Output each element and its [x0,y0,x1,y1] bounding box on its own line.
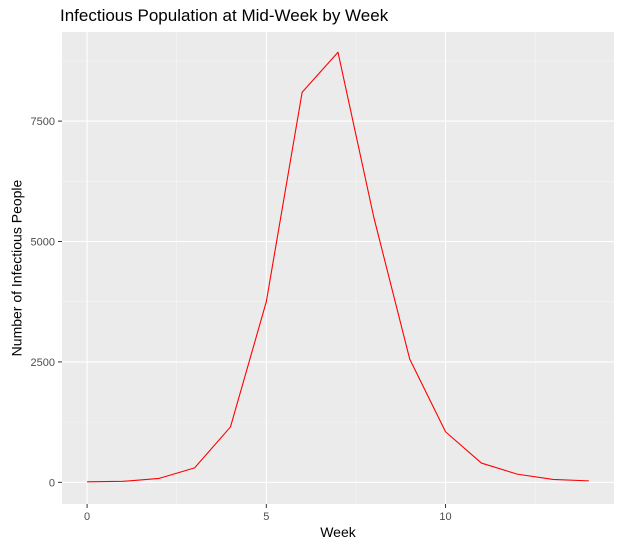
grid-minor [62,32,614,504]
x-axis-ticks: 0 5 10 [84,504,452,523]
series-line-0 [87,51,589,483]
y-axis-ticks: 0 2500 5000 7500 [31,116,62,489]
grid-major [62,32,614,504]
y-tick-label: 0 [49,477,55,489]
chart-title: Infectious Population at Mid-Week by Wee… [60,6,389,25]
y-tick-label: 2500 [31,357,55,369]
x-axis-title: Week [320,524,357,540]
x-tick-label: 0 [84,511,90,523]
x-tick-label: 10 [439,511,451,523]
y-tick-label: 5000 [31,237,55,249]
series-layer [87,51,589,483]
plot-panel [62,32,614,504]
y-tick-label: 7500 [31,116,55,128]
x-tick-label: 5 [263,511,269,523]
y-axis-title: Number of Infectious People [9,179,25,356]
